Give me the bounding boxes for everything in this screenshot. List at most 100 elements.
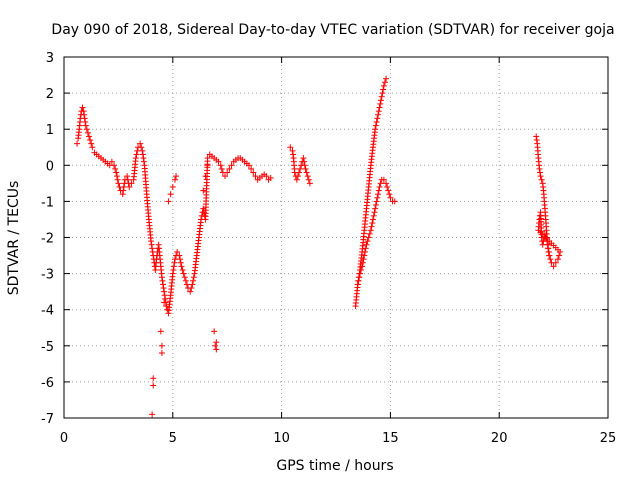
data-point	[171, 256, 178, 263]
chart-title: Day 090 of 2018, Sidereal Day-to-day VTE…	[51, 22, 614, 38]
data-point	[165, 198, 172, 205]
y-tick-label: -6	[41, 376, 54, 391]
data-point	[140, 155, 147, 162]
data-point	[160, 281, 167, 288]
data-point	[250, 169, 257, 176]
data-point	[158, 350, 165, 357]
data-point	[358, 266, 365, 273]
data-point	[302, 165, 309, 172]
data-point	[157, 328, 164, 335]
data-point	[377, 97, 384, 104]
x-tick-label: 10	[273, 431, 290, 446]
data-point	[171, 259, 178, 266]
data-point	[149, 245, 156, 252]
data-point	[170, 266, 177, 273]
data-point	[150, 382, 157, 389]
data-point	[354, 281, 361, 288]
data-point	[132, 155, 139, 162]
data-point	[80, 108, 87, 115]
data-point	[81, 115, 88, 122]
data-point	[161, 299, 168, 306]
data-point	[120, 183, 127, 190]
data-point	[87, 137, 94, 144]
data-point	[550, 263, 557, 270]
data-point	[369, 220, 376, 227]
data-point	[158, 274, 165, 281]
y-tick-label: 2	[46, 87, 54, 102]
data-point	[169, 183, 176, 190]
data-point	[544, 238, 551, 245]
data-point	[79, 104, 86, 111]
data-point	[252, 173, 259, 180]
data-point	[384, 183, 391, 190]
data-point	[544, 241, 551, 248]
data-point	[376, 183, 383, 190]
data-point	[181, 274, 188, 281]
data-point	[139, 151, 146, 158]
data-point	[263, 173, 270, 180]
data-point	[374, 194, 381, 201]
data-point	[533, 133, 540, 140]
data-point	[222, 173, 229, 180]
data-point	[204, 155, 211, 162]
data-point	[124, 176, 131, 183]
data-point	[296, 169, 303, 176]
data-point	[114, 176, 121, 183]
x-tick-label: 15	[382, 431, 399, 446]
data-point	[177, 256, 184, 263]
data-point	[180, 270, 187, 277]
data-point	[159, 277, 166, 284]
data-point	[89, 144, 96, 151]
data-point	[372, 205, 379, 212]
data-point	[380, 82, 387, 89]
data-point	[133, 151, 140, 158]
data-point	[169, 270, 176, 277]
data-point	[545, 245, 552, 252]
y-tick-label: -4	[41, 304, 54, 319]
data-point	[190, 274, 197, 281]
data-point	[300, 155, 307, 162]
y-axis-label: SDTVAR / TECUs	[6, 181, 22, 296]
y-tick-label: -2	[41, 232, 54, 247]
x-tick-label: 0	[60, 431, 68, 446]
data-point	[226, 165, 233, 172]
x-tick-label: 20	[491, 431, 508, 446]
data-point	[150, 375, 157, 382]
data-point	[363, 241, 370, 248]
data-point	[213, 346, 220, 353]
data-point	[545, 248, 552, 255]
data-point	[379, 90, 386, 97]
data-point	[290, 151, 297, 158]
data-points	[74, 75, 564, 418]
data-point	[217, 162, 224, 169]
data-point	[372, 202, 379, 209]
data-point	[533, 137, 540, 144]
data-point	[182, 277, 189, 284]
y-tick-label: 1	[46, 123, 54, 138]
data-point	[301, 162, 308, 169]
data-point	[293, 176, 300, 183]
data-point	[364, 238, 371, 245]
data-point	[113, 169, 120, 176]
data-point	[370, 212, 377, 219]
data-point	[306, 180, 313, 187]
data-point	[160, 285, 167, 292]
data-point	[362, 248, 369, 255]
data-point	[375, 187, 382, 194]
data-point	[189, 281, 196, 288]
data-point	[294, 173, 301, 180]
data-point	[211, 328, 218, 335]
data-point	[201, 212, 208, 219]
data-point	[380, 176, 387, 183]
data-point	[112, 165, 119, 172]
data-point	[162, 295, 169, 302]
data-point	[355, 277, 362, 284]
data-point	[111, 162, 118, 169]
data-point	[365, 234, 372, 241]
y-tick-label: -7	[41, 412, 54, 427]
data-point	[108, 158, 115, 165]
data-point	[556, 252, 563, 259]
data-point	[552, 259, 559, 266]
data-point	[375, 108, 382, 115]
